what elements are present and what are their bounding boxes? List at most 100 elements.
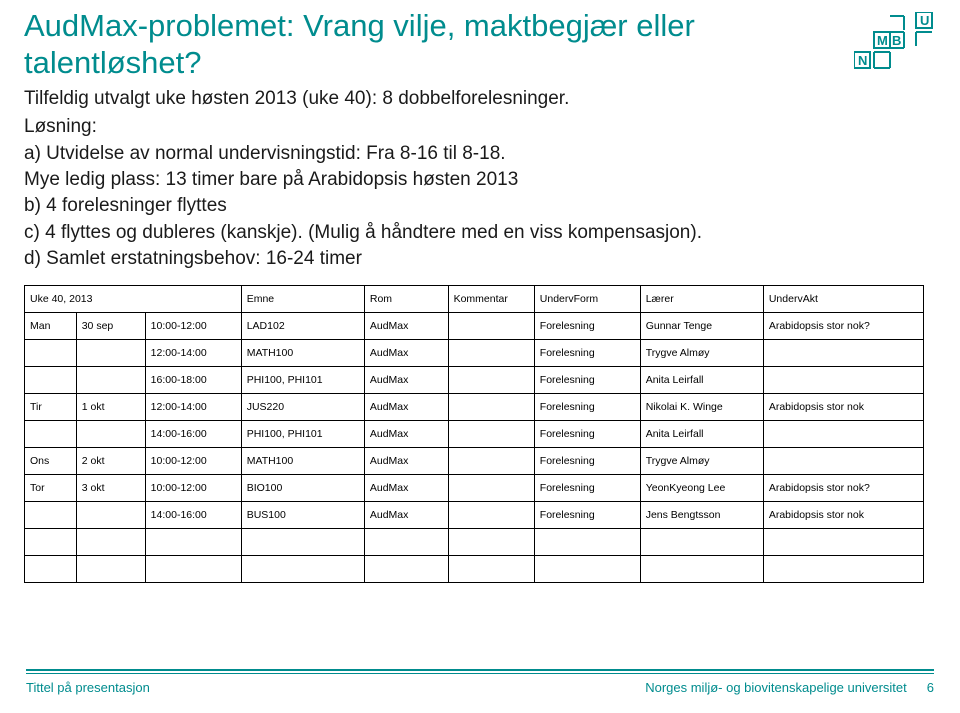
th-laerer: Lærer bbox=[640, 286, 763, 313]
table-row: 12:00-14:00 MATH100 AudMax Forelesning T… bbox=[25, 340, 924, 367]
schedule-table: Uke 40, 2013 Emne Rom Kommentar UndervFo… bbox=[24, 285, 924, 583]
cell-form: Forelesning bbox=[534, 394, 640, 421]
logo-b: B bbox=[892, 33, 901, 48]
cell-date bbox=[76, 421, 145, 448]
subtitle: Tilfeldig utvalgt uke høsten 2013 (uke 4… bbox=[24, 87, 844, 111]
cell-akt bbox=[763, 367, 923, 394]
cell-form: Forelesning bbox=[534, 313, 640, 340]
footer-page-number: 6 bbox=[927, 680, 934, 695]
cell-rom: AudMax bbox=[364, 421, 448, 448]
cell-form bbox=[534, 556, 640, 583]
table-row: Man 30 sep 10:00-12:00 LAD102 AudMax For… bbox=[25, 313, 924, 340]
cell-laerer bbox=[640, 556, 763, 583]
footer-org: Norges miljø- og biovitenskapelige unive… bbox=[645, 680, 907, 695]
cell-day bbox=[25, 529, 77, 556]
cell-date: 1 okt bbox=[76, 394, 145, 421]
cell-date bbox=[76, 529, 145, 556]
cell-kommentar bbox=[448, 475, 534, 502]
cell-emne: BIO100 bbox=[241, 475, 364, 502]
cell-akt: Arabidopsis stor nok bbox=[763, 502, 923, 529]
cell-laerer: Anita Leirfall bbox=[640, 367, 763, 394]
cell-laerer: Anita Leirfall bbox=[640, 421, 763, 448]
cell-date: 30 sep bbox=[76, 313, 145, 340]
table-row: 16:00-18:00 PHI100, PHI101 AudMax Forele… bbox=[25, 367, 924, 394]
cell-kommentar bbox=[448, 556, 534, 583]
cell-laerer bbox=[640, 529, 763, 556]
table-row: Tor 3 okt 10:00-12:00 BIO100 AudMax Fore… bbox=[25, 475, 924, 502]
cell-day bbox=[25, 502, 77, 529]
cell-form: Forelesning bbox=[534, 448, 640, 475]
cell-kommentar bbox=[448, 313, 534, 340]
title-line-2: talentløshet? bbox=[24, 45, 764, 82]
cell-emne: PHI100, PHI101 bbox=[241, 421, 364, 448]
logo-n: N bbox=[858, 53, 867, 68]
cell-kommentar bbox=[448, 394, 534, 421]
th-undervform: UndervForm bbox=[534, 286, 640, 313]
th-kommentar: Kommentar bbox=[448, 286, 534, 313]
footer-row: Tittel på presentasjon Norges miljø- og … bbox=[26, 680, 934, 695]
cell-emne: LAD102 bbox=[241, 313, 364, 340]
cell-laerer: Gunnar Tenge bbox=[640, 313, 763, 340]
th-rom: Rom bbox=[364, 286, 448, 313]
cell-time: 10:00-12:00 bbox=[145, 475, 241, 502]
cell-laerer: Trygve Almøy bbox=[640, 448, 763, 475]
table-row: 14:00-16:00 PHI100, PHI101 AudMax Forele… bbox=[25, 421, 924, 448]
body-l2: a) Utvidelse av normal undervisningstid:… bbox=[24, 142, 844, 166]
cell-day bbox=[25, 367, 77, 394]
table-row: Tir 1 okt 12:00-14:00 JUS220 AudMax Fore… bbox=[25, 394, 924, 421]
cell-akt bbox=[763, 421, 923, 448]
cell-date bbox=[76, 340, 145, 367]
cell-akt bbox=[763, 529, 923, 556]
table-row: Ons 2 okt 10:00-12:00 MATH100 AudMax For… bbox=[25, 448, 924, 475]
th-undervakt: UndervAkt bbox=[763, 286, 923, 313]
cell-rom: AudMax bbox=[364, 313, 448, 340]
cell-emne: BUS100 bbox=[241, 502, 364, 529]
title-line-1: AudMax-problemet: Vrang vilje, maktbegjæ… bbox=[24, 8, 764, 45]
cell-akt: Arabidopsis stor nok? bbox=[763, 313, 923, 340]
cell-form: Forelesning bbox=[534, 367, 640, 394]
cell-time bbox=[145, 529, 241, 556]
table-row bbox=[25, 529, 924, 556]
cell-time bbox=[145, 556, 241, 583]
cell-rom: AudMax bbox=[364, 448, 448, 475]
cell-date: 3 okt bbox=[76, 475, 145, 502]
cell-time: 10:00-12:00 bbox=[145, 313, 241, 340]
footer-divider-2 bbox=[26, 673, 934, 674]
cell-emne bbox=[241, 529, 364, 556]
cell-time: 16:00-18:00 bbox=[145, 367, 241, 394]
th-emne: Emne bbox=[241, 286, 364, 313]
cell-laerer: Trygve Almøy bbox=[640, 340, 763, 367]
footer-title: Tittel på presentasjon bbox=[26, 680, 150, 695]
cell-date bbox=[76, 556, 145, 583]
cell-emne: PHI100, PHI101 bbox=[241, 367, 364, 394]
cell-time: 12:00-14:00 bbox=[145, 394, 241, 421]
cell-day: Ons bbox=[25, 448, 77, 475]
body-l4: b) 4 forelesninger flyttes bbox=[24, 194, 844, 218]
cell-emne bbox=[241, 556, 364, 583]
slide-title: AudMax-problemet: Vrang vilje, maktbegjæ… bbox=[24, 8, 764, 81]
cell-laerer: Jens Bengtsson bbox=[640, 502, 763, 529]
cell-day bbox=[25, 421, 77, 448]
cell-rom bbox=[364, 529, 448, 556]
cell-time: 10:00-12:00 bbox=[145, 448, 241, 475]
cell-form: Forelesning bbox=[534, 475, 640, 502]
cell-akt: Arabidopsis stor nok bbox=[763, 394, 923, 421]
body-l3: Mye ledig plass: 13 timer bare på Arabid… bbox=[24, 168, 844, 192]
cell-emne: MATH100 bbox=[241, 340, 364, 367]
cell-akt: Arabidopsis stor nok? bbox=[763, 475, 923, 502]
cell-akt bbox=[763, 340, 923, 367]
body-l5: c) 4 flyttes og dubleres (kanskje). (Mul… bbox=[24, 221, 844, 245]
footer-divider-1 bbox=[26, 669, 934, 671]
cell-rom: AudMax bbox=[364, 502, 448, 529]
cell-form: Forelesning bbox=[534, 502, 640, 529]
cell-day bbox=[25, 556, 77, 583]
cell-laerer: Nikolai K. Winge bbox=[640, 394, 763, 421]
cell-date bbox=[76, 367, 145, 394]
schedule-table-wrap: Uke 40, 2013 Emne Rom Kommentar UndervFo… bbox=[24, 285, 936, 583]
cell-form: Forelesning bbox=[534, 421, 640, 448]
logo-m: M bbox=[877, 33, 888, 48]
cell-form: Forelesning bbox=[534, 340, 640, 367]
cell-time: 14:00-16:00 bbox=[145, 502, 241, 529]
cell-date: 2 okt bbox=[76, 448, 145, 475]
cell-day bbox=[25, 340, 77, 367]
